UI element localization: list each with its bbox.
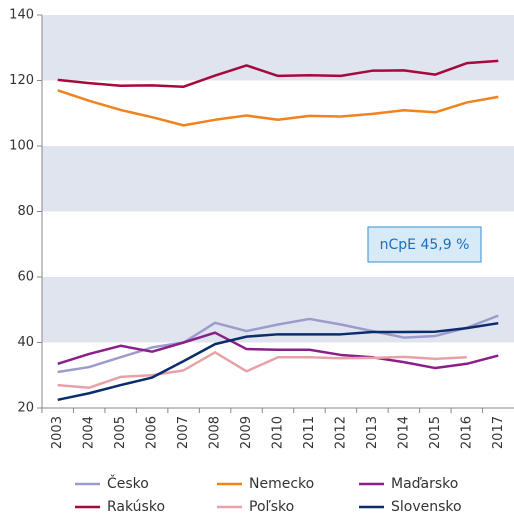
bands [42,15,514,343]
legend-label: Rakúsko [107,499,165,515]
x-tick-label: 2007 [176,416,191,449]
y-tick-label: 100 [9,139,34,154]
y-tick-label: 20 [17,401,34,416]
y-tick-label: 80 [17,204,34,219]
band [42,146,514,212]
legend-label: Maďarsko [391,476,458,492]
legend-label: Slovensko [391,499,462,515]
legend-label: Poľsko [249,499,294,515]
x-tick-label: 2016 [459,416,474,449]
y-tick-label: 140 [9,8,34,23]
x-tick-label: 2010 [271,416,286,449]
x-tick-label: 2006 [145,416,160,449]
x-tick-label: 2009 [239,416,254,449]
legend-label: Nemecko [249,476,314,492]
series-line [57,314,499,374]
x-tick-label: 2005 [113,416,128,449]
annotation: nCpE 45,9 % [380,237,470,253]
series-line [57,331,499,370]
y-tick-label: 40 [17,335,34,350]
x-tick-label: 2004 [82,416,97,449]
y-tick-label: 120 [9,73,34,88]
x-tick-label: 2003 [50,416,65,449]
annotation-box [367,226,482,263]
x-tick-label: 2014 [396,416,411,449]
band [42,15,514,81]
series-line [57,89,499,127]
x-tick-label: 2012 [333,416,348,449]
series-line [57,351,467,389]
x-tick-label: 2011 [302,416,317,449]
y-tick-label: 60 [17,270,34,285]
x-tick-label: 2013 [365,416,380,449]
x-tick-label: 2015 [428,416,443,449]
x-tick-label: 2017 [491,416,506,449]
series-line [57,321,499,402]
series-line [57,59,499,88]
x-tick-label: 2008 [208,416,223,449]
legend-label: Česko [107,474,149,492]
